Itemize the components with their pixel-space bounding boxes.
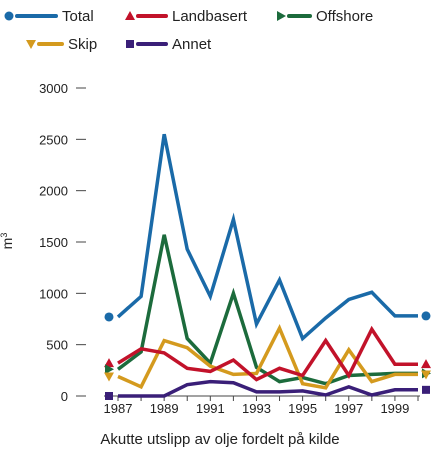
legend-item-offshore: Offshore <box>277 8 373 25</box>
series-layer <box>116 133 418 398</box>
x-tick-label-1991: 1991 <box>196 401 225 416</box>
y-axis-label-superscript: 3 <box>0 233 9 238</box>
legend-item-skip: Skip <box>26 36 97 53</box>
x-tick-label-1987: 1987 <box>104 401 133 416</box>
series-start-marker-annet <box>105 392 113 400</box>
series-line-total <box>116 133 418 342</box>
series-end-marker-skip <box>421 370 431 380</box>
y-tick-label-500: 500 <box>46 338 68 353</box>
legend-marker-offshore <box>277 11 286 21</box>
legend-marker-landbasert <box>125 11 135 20</box>
chart-caption: Akutte utslipp av olje fordelt på kilde <box>100 431 339 448</box>
markers-layer <box>104 311 431 400</box>
x-axis: 1987 1989 1991 1993 1995 1997 1999 <box>104 395 420 416</box>
y-tick-label-2500: 2500 <box>39 132 68 147</box>
series-end-marker-landbasert <box>421 359 431 369</box>
legend: Total Landbasert Offshore Skip Annet <box>4 8 373 53</box>
legend-item-annet: Annet <box>126 36 212 53</box>
y-tick-label-1000: 1000 <box>39 286 68 301</box>
y-tick-label-1500: 1500 <box>39 235 68 250</box>
legend-label-total: Total <box>62 8 94 25</box>
x-tick-label-1993: 1993 <box>242 401 271 416</box>
y-axis: 0 500 1000 1500 2000 2500 3000 <box>39 81 86 404</box>
x-tick-label-1989: 1989 <box>150 401 179 416</box>
y-tick-label-2000: 2000 <box>39 184 68 199</box>
series-line-annet <box>118 379 418 398</box>
legend-marker-total <box>4 11 14 21</box>
legend-item-landbasert: Landbasert <box>125 8 248 25</box>
x-tick-label-1997: 1997 <box>334 401 363 416</box>
legend-marker-annet <box>126 40 134 48</box>
series-end-marker-total <box>421 311 431 321</box>
legend-marker-skip <box>26 40 36 49</box>
legend-label-landbasert: Landbasert <box>172 8 248 25</box>
y-tick-label-0: 0 <box>61 389 68 404</box>
series-line-offshore <box>116 234 418 386</box>
series-start-marker-skip <box>104 372 114 382</box>
legend-label-offshore: Offshore <box>316 8 373 25</box>
series-line-landbasert <box>117 325 418 382</box>
y-axis-label: m3 <box>0 233 15 250</box>
series-line-skip <box>117 324 418 390</box>
legend-label-annet: Annet <box>172 36 212 53</box>
series-end-marker-annet <box>422 385 430 394</box>
series-start-marker-offshore <box>105 364 114 375</box>
y-tick-label-3000: 3000 <box>39 81 68 96</box>
legend-label-skip: Skip <box>68 36 97 53</box>
series-start-marker-total <box>104 312 114 322</box>
legend-item-total: Total <box>4 8 94 25</box>
x-tick-label-1999: 1999 <box>380 401 409 416</box>
x-tick-label-1995: 1995 <box>288 401 317 416</box>
series-start-marker-landbasert <box>104 358 114 368</box>
